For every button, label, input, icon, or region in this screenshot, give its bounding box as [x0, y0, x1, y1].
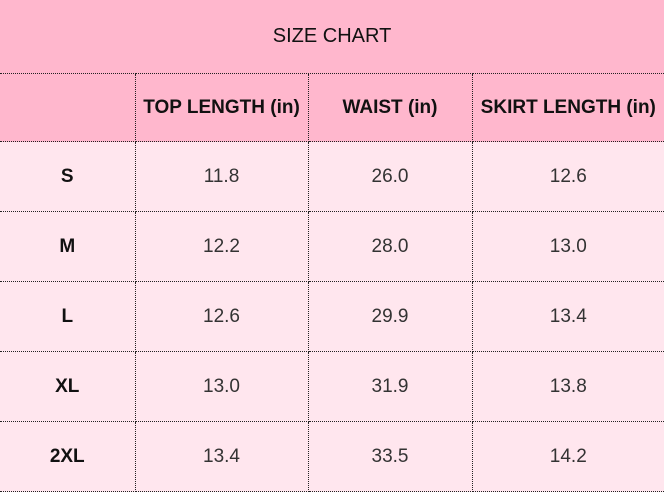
skirt-length-cell: 13.4: [471, 281, 664, 352]
header-skirt-length: SKIRT LENGTH (in): [471, 73, 664, 142]
top-length-cell: 13.0: [134, 351, 309, 422]
top-length-cell: 12.6: [134, 281, 309, 352]
skirt-length-cell: 14.2: [471, 421, 664, 492]
size-cell: M: [0, 211, 136, 282]
table-title: SIZE CHART: [0, 0, 664, 74]
header-row: TOP LENGTH (in) WAIST (in) SKIRT LENGTH …: [0, 73, 664, 142]
size-cell: 2XL: [0, 421, 136, 492]
waist-cell: 29.9: [307, 281, 473, 352]
size-cell: L: [0, 281, 136, 352]
top-length-cell: 12.2: [134, 211, 309, 282]
header-waist: WAIST (in): [307, 73, 473, 142]
skirt-length-cell: 12.6: [471, 141, 664, 212]
table-row: 2XL 13.4 33.5 14.2: [0, 421, 664, 492]
header-top-length: TOP LENGTH (in): [134, 73, 309, 142]
waist-cell: 33.5: [307, 421, 473, 492]
top-length-cell: 13.4: [134, 421, 309, 492]
waist-cell: 28.0: [307, 211, 473, 282]
size-cell: S: [0, 141, 136, 212]
table-row: M 12.2 28.0 13.0: [0, 211, 664, 282]
waist-cell: 26.0: [307, 141, 473, 212]
size-cell: XL: [0, 351, 136, 422]
table-row: XL 13.0 31.9 13.8: [0, 351, 664, 422]
table-row: L 12.6 29.9 13.4: [0, 281, 664, 352]
skirt-length-cell: 13.8: [471, 351, 664, 422]
header-size: [0, 73, 136, 142]
waist-cell: 31.9: [307, 351, 473, 422]
table-row: S 11.8 26.0 12.6: [0, 141, 664, 212]
skirt-length-cell: 13.0: [471, 211, 664, 282]
top-length-cell: 11.8: [134, 141, 309, 212]
